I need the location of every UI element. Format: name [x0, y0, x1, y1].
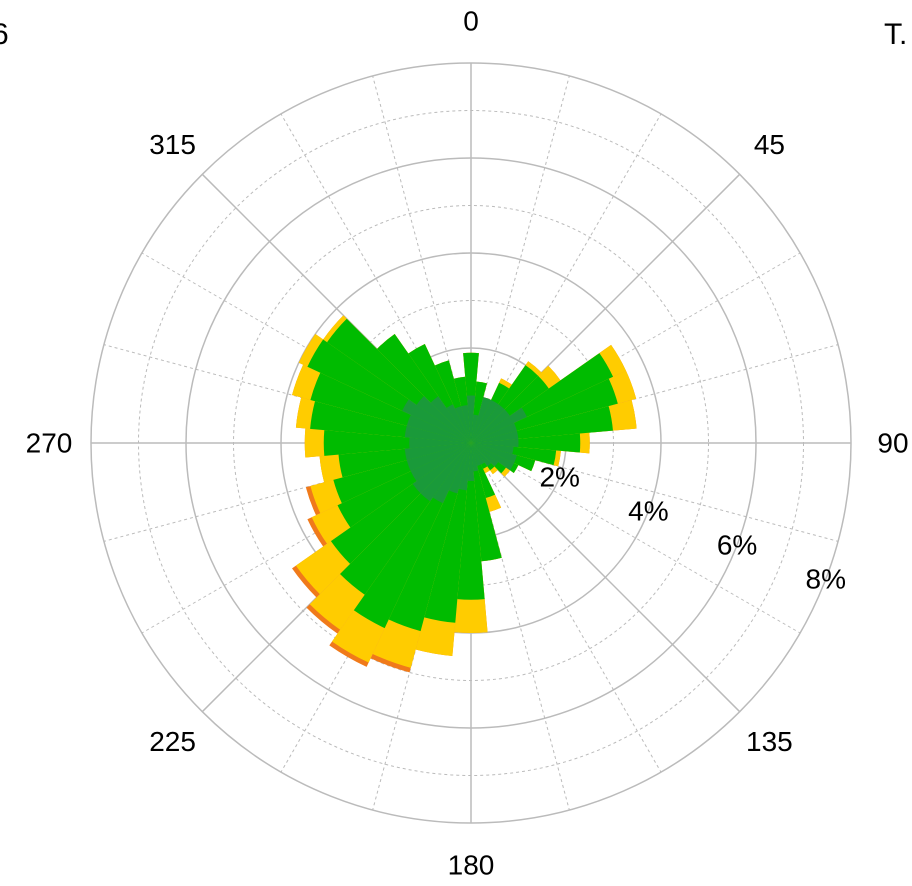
sector-bar — [471, 430, 519, 443]
sector-bar — [406, 414, 471, 443]
sector-bar — [457, 443, 485, 600]
direction-tick-label: 0 — [463, 6, 479, 37]
direction-tick-label: 135 — [746, 726, 793, 757]
sector-bar — [471, 414, 479, 443]
sector-bar — [471, 433, 581, 453]
sector-bar — [471, 409, 510, 443]
sector-bar — [471, 443, 482, 466]
radial-tick-label: 8% — [806, 564, 846, 595]
sector-bar — [471, 438, 519, 448]
direction-tick-label: 45 — [754, 129, 785, 160]
radial-tick-label: 2% — [539, 462, 579, 493]
sector-bar — [471, 422, 517, 443]
sector-bar — [471, 443, 479, 472]
sector-bar — [430, 396, 471, 443]
sector-bar — [409, 437, 471, 449]
sector-bar — [458, 443, 471, 491]
sector-bar — [467, 443, 475, 482]
sector-bar — [454, 406, 471, 443]
sector-bar — [471, 443, 515, 471]
sector-bar — [471, 404, 505, 443]
direction-tick-label: 270 — [26, 428, 73, 459]
direction-tick-label: 90 — [877, 428, 908, 459]
sector-bar — [432, 443, 471, 504]
sector-bar — [471, 397, 492, 443]
sector-bar — [416, 395, 471, 443]
sector-bar — [471, 443, 485, 465]
sector-bar — [446, 404, 471, 443]
sector-bar — [471, 443, 517, 464]
axis-labels: 0 45 90 135 180 225 270 315 2% 4% 6% 8% — [26, 6, 909, 881]
corner-label-right: T. — [884, 18, 908, 51]
sector-bar — [471, 399, 499, 443]
sector-bar — [404, 443, 471, 461]
sector-bar — [404, 425, 471, 443]
sector-bar — [471, 443, 499, 467]
sector-bar — [420, 443, 471, 502]
direction-tick-label: 180 — [448, 850, 495, 881]
corner-label-left: 6 — [0, 18, 9, 51]
radial-tick-label: 6% — [717, 530, 757, 561]
direction-tick-label: 315 — [149, 129, 196, 160]
radial-tick-label: 4% — [628, 496, 668, 527]
sector-bar — [466, 395, 476, 443]
sector-bar — [448, 443, 471, 494]
sector-bar — [471, 407, 527, 443]
direction-tick-label: 225 — [149, 726, 196, 757]
sector-bar — [461, 405, 471, 443]
sector-bars — [292, 315, 637, 673]
sector-bar — [412, 443, 471, 494]
sector-bar — [410, 443, 471, 482]
sector-bar — [402, 399, 471, 443]
sector-bar — [471, 443, 514, 455]
major-spoke — [470, 442, 741, 713]
sector-bar — [323, 430, 471, 456]
sector-bar — [406, 443, 471, 472]
sector-bar — [471, 443, 492, 467]
sector-bar — [471, 443, 502, 562]
